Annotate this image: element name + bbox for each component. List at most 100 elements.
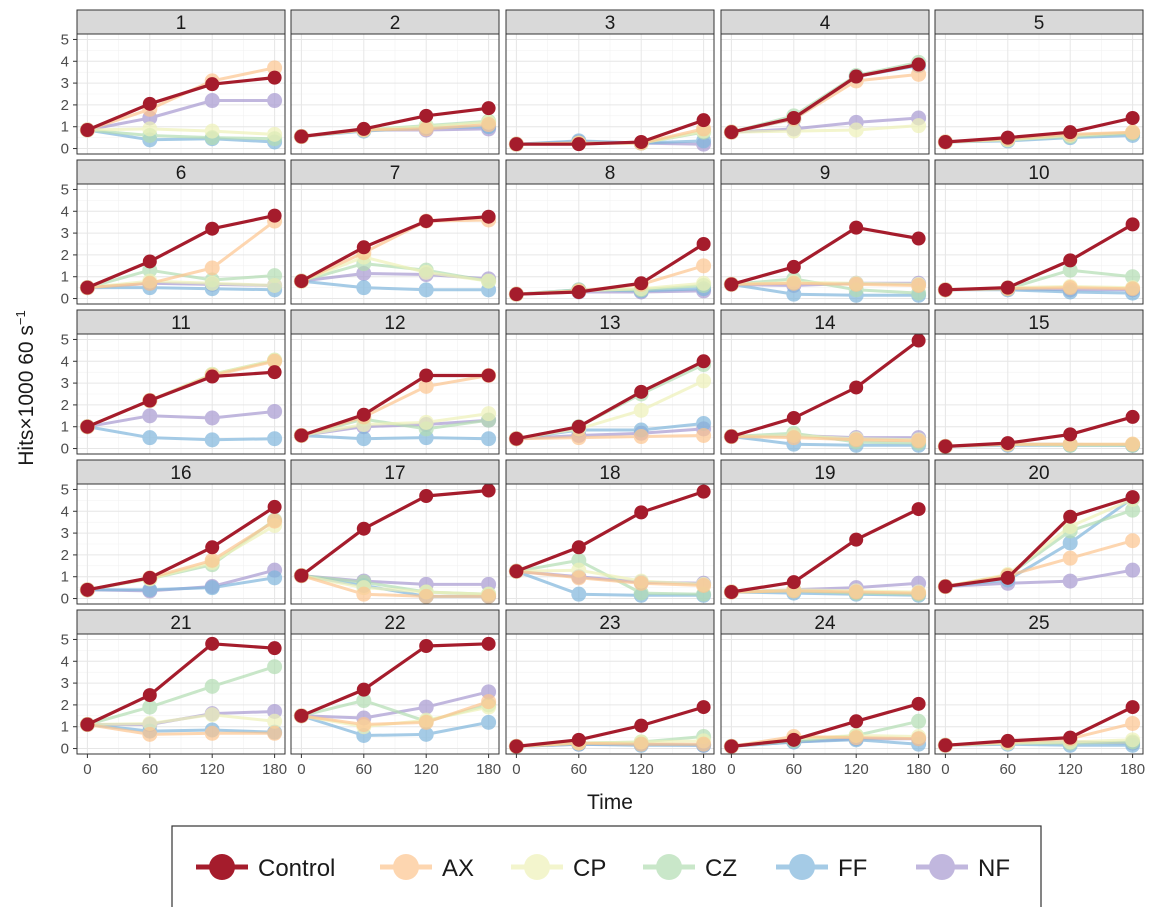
x-tick-label: 0 — [83, 761, 91, 778]
data-point — [142, 582, 158, 598]
x-tick-label: 180 — [691, 761, 716, 778]
panel-strip-label: 5 — [1034, 13, 1045, 34]
y-tick-label: 0 — [61, 291, 69, 308]
series-line — [299, 488, 491, 578]
data-point — [696, 700, 711, 715]
data-point — [481, 406, 497, 422]
series-line — [85, 75, 277, 132]
data-point — [267, 403, 283, 419]
data-point — [724, 429, 739, 444]
series-line — [729, 124, 921, 134]
data-point — [481, 368, 496, 383]
panel-strip-label: 14 — [814, 313, 836, 334]
data-point — [938, 135, 953, 149]
data-point — [80, 582, 95, 597]
data-point — [849, 69, 864, 84]
series-line — [299, 700, 491, 726]
data-point — [1125, 217, 1140, 232]
panel-strip — [720, 159, 930, 185]
data-point — [481, 588, 497, 604]
data-point — [633, 575, 649, 591]
data-point — [205, 636, 220, 651]
y-tick-label: 4 — [61, 653, 69, 670]
data-point — [938, 282, 953, 297]
y-tick-label: 2 — [61, 397, 69, 414]
data-point — [1062, 519, 1078, 535]
data-point — [419, 489, 434, 503]
data-point — [696, 373, 712, 389]
data-point — [724, 739, 739, 754]
series-control — [938, 111, 1140, 149]
series-line — [514, 569, 706, 597]
y-tick-label: 4 — [61, 503, 69, 520]
data-point — [1125, 436, 1141, 452]
series-line — [729, 589, 921, 595]
data-point — [418, 378, 434, 394]
data-point — [142, 570, 157, 585]
panel-23: 23 0 60 120 180 — [505, 609, 716, 778]
y-tick-label: 4 — [61, 53, 69, 70]
data-point — [204, 552, 220, 568]
legend-item-nf: NF — [916, 854, 1010, 882]
data-point — [142, 96, 157, 111]
panel-strip — [76, 609, 286, 635]
series-line — [299, 574, 491, 598]
panel-border — [934, 33, 1144, 155]
data-point — [634, 384, 649, 399]
panel-strip — [290, 309, 500, 335]
series-line — [299, 714, 491, 737]
panel-12: 12 — [290, 309, 500, 455]
data-point — [204, 93, 220, 109]
panel-border — [934, 483, 1144, 605]
series-line — [85, 99, 277, 132]
panel-strip-label: 6 — [176, 163, 187, 184]
panel-4: 4 — [720, 9, 930, 155]
data-point — [204, 707, 220, 723]
data-point — [786, 286, 802, 302]
data-point — [356, 121, 371, 136]
panel-strip — [505, 9, 715, 35]
legend-key-point — [789, 854, 815, 880]
data-point — [849, 532, 864, 547]
data-point — [786, 275, 802, 291]
series-control — [724, 57, 926, 140]
panel-strip-label: 19 — [814, 463, 835, 484]
data-point — [267, 513, 283, 529]
series-control — [80, 365, 282, 434]
data-point — [481, 209, 496, 224]
series-control — [938, 490, 1140, 594]
x-tick-label: 60 — [785, 761, 802, 778]
data-point — [848, 122, 864, 138]
data-point — [356, 682, 371, 697]
series-line — [85, 214, 277, 290]
x-tick-label: 60 — [355, 761, 372, 778]
data-point — [1125, 124, 1141, 140]
data-point — [1125, 281, 1141, 297]
panel-border — [76, 633, 286, 755]
data-point — [267, 570, 283, 586]
data-point — [142, 393, 157, 408]
data-point — [786, 123, 802, 139]
series-control — [509, 484, 711, 579]
x-axis-title: Time — [587, 791, 633, 814]
x-tick-label: 180 — [906, 761, 931, 778]
data-point — [911, 502, 926, 517]
panel-border — [505, 333, 715, 455]
panel-strip — [934, 9, 1144, 35]
panel-border — [934, 633, 1144, 755]
data-point — [633, 429, 649, 445]
data-point — [786, 575, 801, 590]
data-point — [205, 221, 220, 236]
panel-strip-label: 20 — [1028, 463, 1049, 484]
series-line — [85, 665, 277, 726]
data-point — [481, 483, 496, 498]
data-point — [267, 208, 282, 223]
series-line — [85, 128, 277, 144]
data-point — [1062, 280, 1078, 296]
panel-border — [290, 483, 500, 605]
y-tick-label: 3 — [61, 525, 69, 542]
panel-6: 6 0 1 2 3 4 5 — [61, 159, 286, 308]
panel-strip-label: 25 — [1028, 613, 1049, 634]
series-line — [943, 222, 1135, 292]
data-point — [911, 731, 927, 747]
